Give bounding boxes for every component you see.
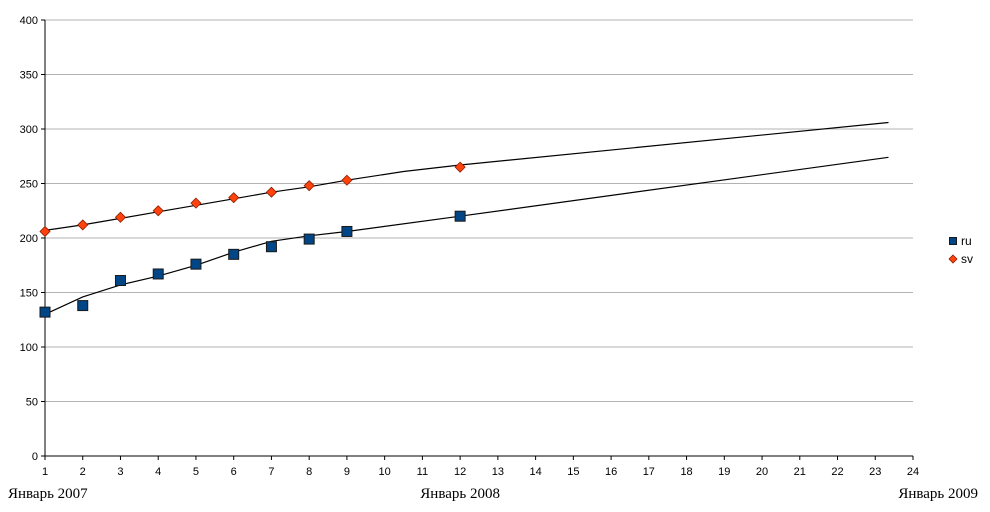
point-ru-3 bbox=[114, 275, 126, 287]
x-tick-label-20: 20 bbox=[756, 466, 768, 478]
point-sv-4 bbox=[152, 205, 164, 217]
x-tick-label-4: 4 bbox=[155, 466, 161, 478]
x-tick-label-23: 23 bbox=[869, 466, 881, 478]
point-sv-7 bbox=[265, 186, 278, 198]
x-tick-label-24: 24 bbox=[907, 466, 919, 478]
x-tick-label-7: 7 bbox=[268, 466, 274, 478]
y-tick-label-250: 250 bbox=[20, 179, 38, 191]
x-tick-label-13: 13 bbox=[492, 466, 504, 478]
trend-line-ru bbox=[44, 156, 889, 315]
x-tick-label-19: 19 bbox=[718, 466, 730, 478]
x-tick-label-9: 9 bbox=[344, 466, 350, 478]
x-tick-label-2: 2 bbox=[80, 466, 86, 478]
x-tick-label-21: 21 bbox=[794, 466, 806, 478]
point-sv-12 bbox=[454, 161, 466, 173]
point-sv-6 bbox=[228, 192, 240, 204]
point-ru-1 bbox=[39, 306, 51, 318]
x-tick-label-3: 3 bbox=[117, 466, 123, 478]
legend-marker-ru bbox=[949, 237, 957, 245]
x-tick-label-1: 1 bbox=[42, 466, 48, 478]
date-label-0: Январь 2007 bbox=[8, 486, 88, 502]
point-sv-5 bbox=[190, 197, 202, 209]
y-tick-label-400: 400 bbox=[20, 15, 38, 27]
x-tick-label-5: 5 bbox=[193, 466, 199, 478]
point-ru-5 bbox=[190, 258, 202, 270]
y-tick-label-200: 200 bbox=[20, 233, 38, 245]
point-ru-6 bbox=[228, 248, 240, 260]
point-ru-4 bbox=[152, 268, 164, 280]
x-tick-label-10: 10 bbox=[379, 466, 391, 478]
y-tick-label-300: 300 bbox=[20, 124, 38, 136]
date-label-2: Январь 2009 bbox=[898, 486, 978, 502]
point-sv-8 bbox=[303, 180, 315, 192]
y-axis-ticks: 0 50 100 150 200 250 300 350 400 bbox=[20, 15, 45, 463]
y-tick-label-100: 100 bbox=[20, 342, 38, 354]
date-labels: Январь 2007 Январь 2008 Январь 2009 bbox=[8, 486, 978, 502]
legend-label-ru: ru bbox=[961, 234, 972, 248]
legend: ru sv bbox=[948, 234, 973, 266]
point-sv-2 bbox=[77, 219, 89, 231]
x-tick-label-17: 17 bbox=[643, 466, 655, 478]
x-tick-label-6: 6 bbox=[231, 466, 237, 478]
point-ru-9 bbox=[341, 225, 353, 237]
point-ru-2 bbox=[77, 300, 89, 312]
x-axis-ticks: 1 2 3 4 5 6 7 8 9 10 11 12 13 14 15 16 17 18 19 20 21 22 23 24 bbox=[42, 456, 919, 478]
x-tick-label-14: 14 bbox=[529, 466, 541, 478]
point-sv-3 bbox=[114, 211, 127, 223]
data-points bbox=[39, 161, 466, 318]
y-tick-label-150: 150 bbox=[20, 288, 38, 300]
point-sv-9 bbox=[341, 174, 353, 186]
trend-line-sv bbox=[44, 121, 889, 231]
x-tick-label-18: 18 bbox=[680, 466, 692, 478]
x-tick-label-15: 15 bbox=[567, 466, 579, 478]
point-sv-1 bbox=[39, 225, 51, 238]
trend-lines bbox=[44, 121, 889, 315]
x-tick-label-8: 8 bbox=[306, 466, 312, 478]
legend-label-sv: sv bbox=[961, 252, 973, 266]
x-tick-label-12: 12 bbox=[454, 466, 466, 478]
point-ru-8 bbox=[303, 233, 315, 245]
y-tick-label-50: 50 bbox=[26, 397, 38, 409]
x-tick-label-22: 22 bbox=[831, 466, 843, 478]
grid bbox=[45, 19, 913, 457]
date-label-1: Январь 2008 bbox=[420, 486, 500, 502]
x-tick-label-16: 16 bbox=[605, 466, 617, 478]
legend-marker-sv bbox=[948, 254, 958, 264]
y-tick-label-350: 350 bbox=[20, 70, 38, 82]
point-ru-7 bbox=[265, 241, 277, 253]
y-tick-label-0: 0 bbox=[32, 451, 38, 463]
point-ru-12 bbox=[454, 210, 466, 222]
x-tick-label-11: 11 bbox=[417, 466, 428, 478]
